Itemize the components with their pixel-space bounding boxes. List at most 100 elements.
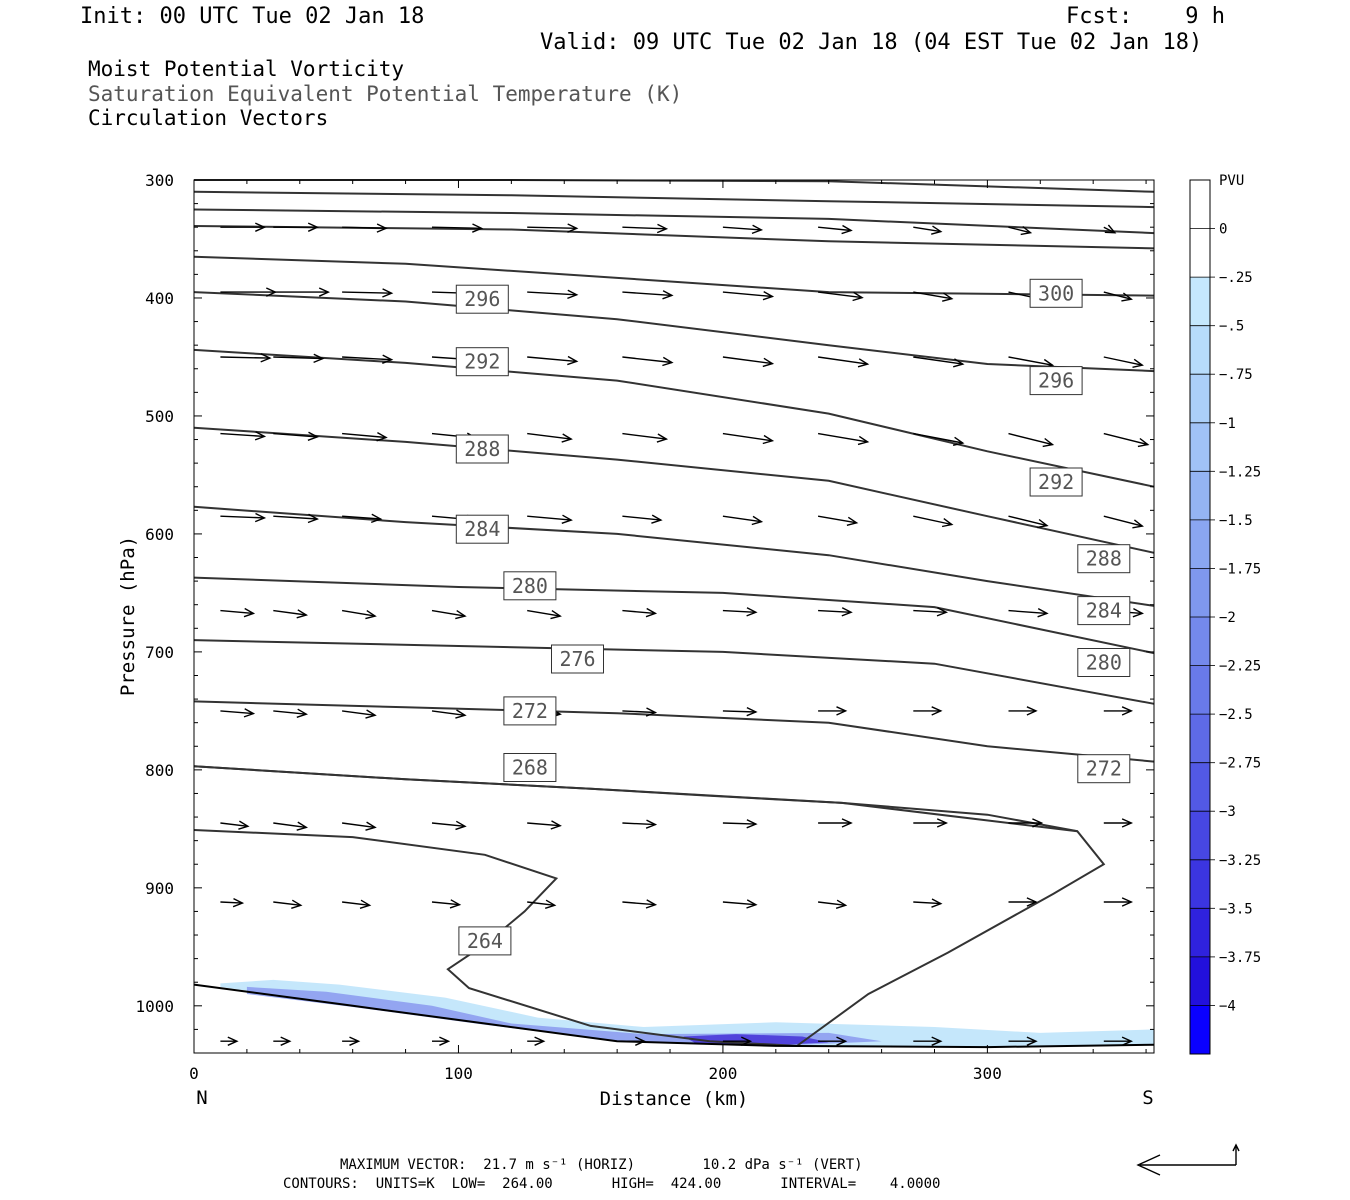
contour-label: 264	[458, 926, 512, 956]
contour-288	[193, 426, 1155, 554]
contour-label: 296	[455, 284, 509, 314]
vector-arrow	[722, 224, 764, 235]
vector-arrow	[220, 897, 245, 908]
vector-arrow	[342, 223, 388, 233]
colorbar-swatch	[1190, 908, 1210, 958]
colorbar-label: −2	[1219, 610, 1236, 626]
y-tick-label: 700	[145, 643, 174, 662]
colorbar-label: −2.5	[1219, 707, 1253, 723]
pv-shade--2.75	[683, 1034, 829, 1046]
vector-arrow	[527, 820, 562, 830]
valid-time: Valid: 09 UTC Tue 02 Jan 18 (04 EST Tue …	[540, 30, 1203, 55]
vector-arrow	[273, 222, 320, 232]
vector-arrow	[220, 512, 267, 523]
contour-276	[193, 639, 1155, 705]
vector-arrow	[431, 709, 467, 719]
y-tick-label: 600	[145, 525, 174, 544]
y-tick-label: 1000	[135, 997, 174, 1016]
vector-arrow	[1103, 706, 1134, 716]
contour-304	[193, 225, 1155, 250]
colorbar-swatch	[1190, 859, 1210, 909]
vector-arrow	[273, 353, 325, 364]
vector-arrow	[913, 515, 954, 528]
pv-shading-layer	[220, 979, 1154, 1048]
vector-arrow	[722, 1036, 753, 1046]
vector-arrow	[818, 607, 853, 617]
vector-arrow	[622, 607, 658, 618]
contour-label: 272	[503, 696, 557, 726]
vector-arrow	[220, 607, 256, 618]
vector-arrow	[527, 1036, 546, 1046]
vector-arrow	[913, 607, 949, 617]
vector-arrow	[722, 819, 758, 829]
colorbar-frame	[1189, 179, 1211, 1055]
x-tick-label: 0	[189, 1064, 199, 1083]
vector-arrow	[527, 609, 562, 620]
colorbar-swatch	[1190, 422, 1210, 472]
vector-arrow	[1008, 225, 1033, 236]
contour-296	[193, 291, 1155, 373]
colorbar-label: −2.75	[1219, 756, 1261, 772]
contour-label-text: 272	[1086, 757, 1122, 781]
vector-arrow	[527, 223, 579, 233]
contour-label: 288	[455, 434, 509, 464]
colorbar-swatch	[1190, 277, 1210, 327]
colorbar-swatch	[1190, 228, 1210, 278]
vector-arrow	[342, 1036, 361, 1046]
vector-arrow	[220, 820, 250, 830]
vector-arrow	[818, 1036, 848, 1046]
colorbar-label: −3	[1219, 804, 1236, 820]
contour-label-text: 276	[559, 647, 595, 671]
vector-arrow	[273, 708, 309, 718]
vector-arrow	[1103, 291, 1133, 302]
vector-arrow	[1103, 356, 1144, 368]
contour-label: 272	[1077, 754, 1131, 784]
vector-arrow	[431, 223, 484, 233]
vector-arrow	[913, 898, 943, 908]
vector-arrow	[818, 224, 853, 235]
vector-arrow	[273, 513, 319, 524]
vector-arrow	[342, 709, 377, 719]
vector-arrow	[273, 899, 303, 909]
contour-label: 280	[503, 571, 557, 601]
colorbar-swatch	[1190, 180, 1210, 229]
colorbar-unit: PVU	[1219, 173, 1244, 189]
x-tick-label: 200	[708, 1064, 737, 1083]
colorbar-label: −1	[1219, 416, 1236, 432]
contour-312	[193, 190, 1155, 209]
colorbar-label: −1.75	[1219, 561, 1261, 577]
vector-arrow	[722, 515, 764, 526]
colorbar-swatch	[1190, 811, 1210, 861]
field-title-vectors: Circulation Vectors	[88, 106, 329, 130]
vector-arrow	[1008, 515, 1049, 529]
vector-arrow	[273, 821, 308, 831]
colorbar-swatch	[1190, 374, 1210, 424]
x-tick-label: 100	[444, 1064, 473, 1083]
y-tick-label: 400	[145, 289, 174, 308]
vector-arrow	[431, 609, 467, 620]
vector-arrow	[913, 225, 943, 235]
colorbar-label: −1.5	[1219, 513, 1253, 529]
vector-arrow	[220, 431, 267, 441]
colorbar-label: −3.75	[1219, 950, 1261, 966]
colorbar-label: −.75	[1219, 367, 1253, 383]
vector-arrow	[722, 706, 758, 717]
colorbar-swatch	[1190, 665, 1210, 715]
vector-arrow	[913, 356, 965, 368]
x-axis-label: Distance (km)	[600, 1088, 749, 1110]
vector-arrow	[220, 353, 272, 363]
field-title-theta-es: Saturation Equivalent Potential Temperat…	[88, 82, 683, 106]
vector-arrow	[220, 1036, 239, 1046]
vector-arrow	[273, 431, 320, 441]
max-vector-info: MAXIMUM VECTOR: 21.7 m s⁻¹ (HORIZ) 10.2 …	[340, 1157, 863, 1173]
field-title-pv: Moist Potential Vorticity	[88, 57, 405, 81]
contour-316	[194, 179, 1155, 193]
colorbar-label: −1.25	[1219, 464, 1261, 480]
pv-shade--.25	[220, 979, 1154, 1048]
y-axis-label: Pressure (hPa)	[117, 536, 139, 696]
plot-frame	[193, 179, 1155, 1054]
vector-arrow	[1103, 1036, 1134, 1046]
vector-arrow	[818, 706, 848, 716]
vector-arrow	[818, 899, 848, 909]
vector-arrow	[622, 223, 669, 234]
